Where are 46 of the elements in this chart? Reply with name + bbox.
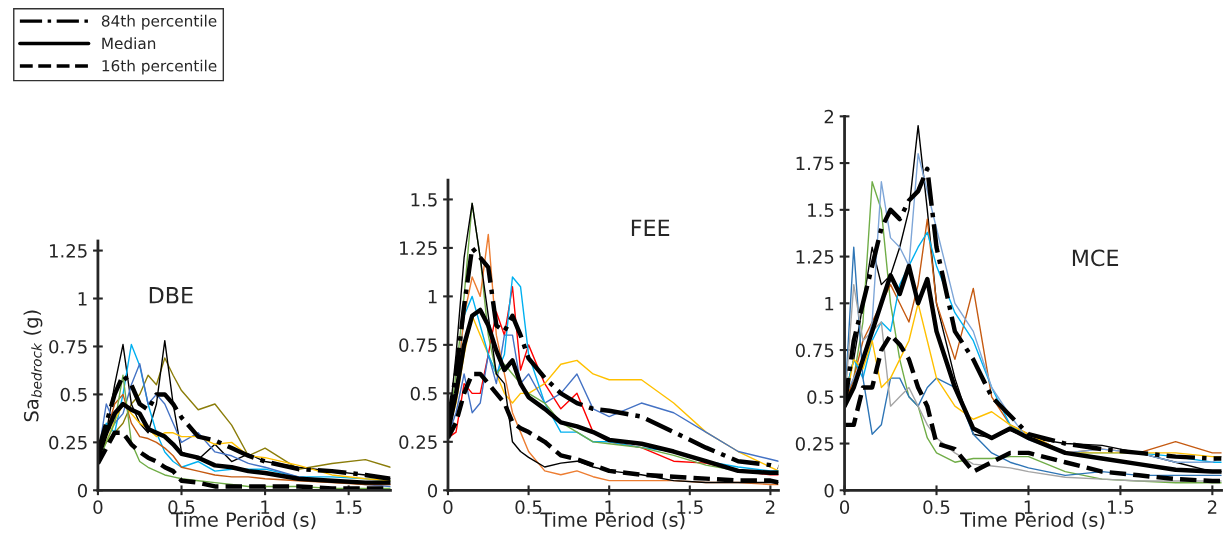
x-tick-label: 0 xyxy=(93,500,103,514)
annotation: DBE xyxy=(149,287,193,304)
x-axis-title: Time Period (s) xyxy=(960,511,1105,530)
y-tick-label: 0.75 xyxy=(795,343,834,358)
legend-label: Median xyxy=(102,37,156,50)
y-tick-label: 0.5 xyxy=(410,386,437,401)
y-tick-label: 0 xyxy=(824,483,834,498)
x-tick-label: 1 xyxy=(1024,500,1033,514)
y-tick-label: 2 xyxy=(824,109,834,124)
x-tick-label: 2 xyxy=(1207,500,1217,514)
x-tick-label: 1.5 xyxy=(336,500,362,514)
y-tick-label: 0.75 xyxy=(399,338,437,352)
x-axis-title: Time Period (s) xyxy=(540,511,685,530)
y-tick-label: 1 xyxy=(825,297,834,311)
legend-label: 16th percentile xyxy=(102,59,217,75)
x-tick-label: 2 xyxy=(765,500,775,514)
y-tick-label: 0 xyxy=(77,483,87,498)
x-tick-label: 0 xyxy=(443,500,453,514)
x-tick-label: 0.5 xyxy=(923,500,950,514)
x-tick-label: 1 xyxy=(605,500,614,514)
y-tick-label: 0.5 xyxy=(60,387,87,402)
y-tick-label: 0.25 xyxy=(49,435,87,450)
annotation: MCE xyxy=(1072,249,1119,267)
y-tick-label: 1.25 xyxy=(400,241,437,256)
x-tick-label: 0 xyxy=(840,500,850,514)
y-axis-title: Sa$_{bedrock}$ (g) xyxy=(23,310,43,422)
y-tick-label: 1 xyxy=(428,290,437,304)
x-tick-label: 0.5 xyxy=(168,500,195,514)
y-tick-label: 1.25 xyxy=(796,250,834,264)
legend-label: 84th percentile xyxy=(101,14,217,30)
y-tick-label: 0.75 xyxy=(49,339,87,354)
annotation: FEE xyxy=(631,219,670,236)
y-tick-label: 0.25 xyxy=(399,435,437,449)
x-tick-label: 1.5 xyxy=(1108,500,1134,514)
x-axis-title: Time Period (s) xyxy=(171,511,316,530)
y-tick-label: 0.25 xyxy=(795,437,834,451)
y-tick-label: 1.5 xyxy=(808,203,834,217)
x-tick-label: 1 xyxy=(261,500,270,514)
x-tick-label: 1.5 xyxy=(677,500,703,514)
y-tick-label: 0.5 xyxy=(807,390,834,404)
y-tick-label: 1 xyxy=(78,292,87,306)
y-tick-label: 1.5 xyxy=(411,193,437,207)
y-tick-label: 1.75 xyxy=(796,156,834,171)
y-tick-label: 0 xyxy=(427,483,438,498)
x-tick-label: 0.5 xyxy=(515,500,542,514)
y-tick-label: 1.25 xyxy=(49,244,87,258)
